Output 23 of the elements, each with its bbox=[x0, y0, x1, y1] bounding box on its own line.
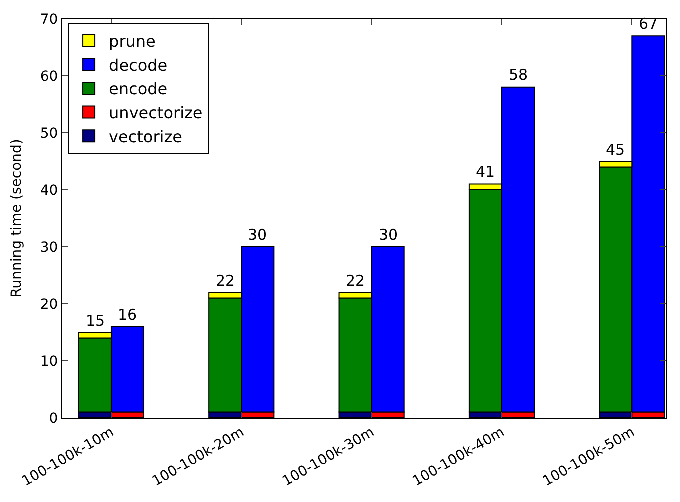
y-axis-title: Running time (second) bbox=[8, 139, 25, 298]
legend-label: decode bbox=[109, 56, 168, 75]
total-label: 30 bbox=[248, 226, 268, 244]
legend-label: unvectorize bbox=[109, 104, 203, 123]
total-label: 45 bbox=[606, 141, 626, 159]
total-label: 58 bbox=[509, 66, 528, 84]
y-tick-label: 50 bbox=[40, 126, 58, 142]
y-tick-label: 40 bbox=[40, 182, 58, 199]
total-label: 41 bbox=[476, 163, 496, 181]
y-tick-label: 70 bbox=[40, 12, 58, 28]
legend-label: vectorize bbox=[109, 127, 182, 146]
y-tick-label: 30 bbox=[40, 240, 58, 256]
legend-label: encode bbox=[109, 80, 168, 99]
y-tick-label: 0 bbox=[49, 410, 58, 427]
y-tick-label: 20 bbox=[40, 296, 58, 313]
total-label: 16 bbox=[118, 306, 138, 324]
total-label: 30 bbox=[379, 226, 398, 244]
y-tick-label: 60 bbox=[40, 68, 58, 85]
total-label: 22 bbox=[346, 272, 366, 290]
y-tick-label: 10 bbox=[40, 354, 58, 370]
total-label: 15 bbox=[86, 312, 106, 330]
legend-label: prune bbox=[109, 32, 156, 52]
total-label: 22 bbox=[216, 272, 236, 290]
